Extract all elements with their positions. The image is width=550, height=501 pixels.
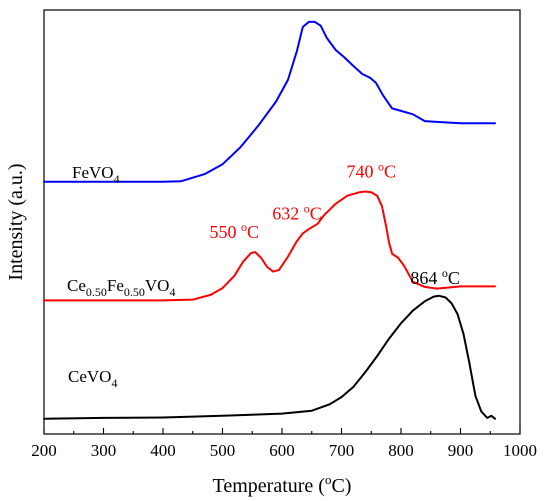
series-line-2 — [43, 294, 496, 420]
peak-annotation: 632 oC — [272, 201, 322, 223]
series-line-1 — [43, 190, 496, 302]
x-tick-label: 200 — [31, 441, 57, 460]
y-axis-title: Intensity (a.u.) — [5, 163, 27, 280]
series-layer — [43, 20, 496, 420]
peak-annotation: 550 oC — [209, 220, 259, 242]
peak-annotations: 648 oC 550 oC 632 oC 740 oC 864 oC — [209, 0, 459, 288]
x-tick-label: 300 — [91, 441, 117, 460]
peak-annotation: 740 oC — [347, 159, 397, 181]
peak-annotation: 648 oC — [264, 0, 314, 4]
peak-annotation: 864 oC — [410, 266, 460, 288]
x-tick-label: 900 — [448, 441, 474, 460]
series-label-fevo4: FeVO4 — [72, 163, 120, 186]
x-tick-label: 1000 — [503, 441, 537, 460]
x-tick-label: 500 — [210, 441, 236, 460]
x-axis-title: Temperature (oC) — [213, 472, 352, 497]
x-axis-ticks: 200 300 400 500 600 700 800 900 1000 — [31, 428, 537, 460]
x-tick-label: 600 — [269, 441, 295, 460]
series-label-cevo4: CeVO4 — [68, 367, 117, 390]
x-tick-label: 700 — [329, 441, 355, 460]
series-label-ce050fe050vo4: Ce0.50Fe0.50VO4 — [67, 276, 175, 299]
x-tick-label: 800 — [388, 441, 414, 460]
x-tick-label: 400 — [150, 441, 176, 460]
series-line-0 — [43, 20, 496, 183]
